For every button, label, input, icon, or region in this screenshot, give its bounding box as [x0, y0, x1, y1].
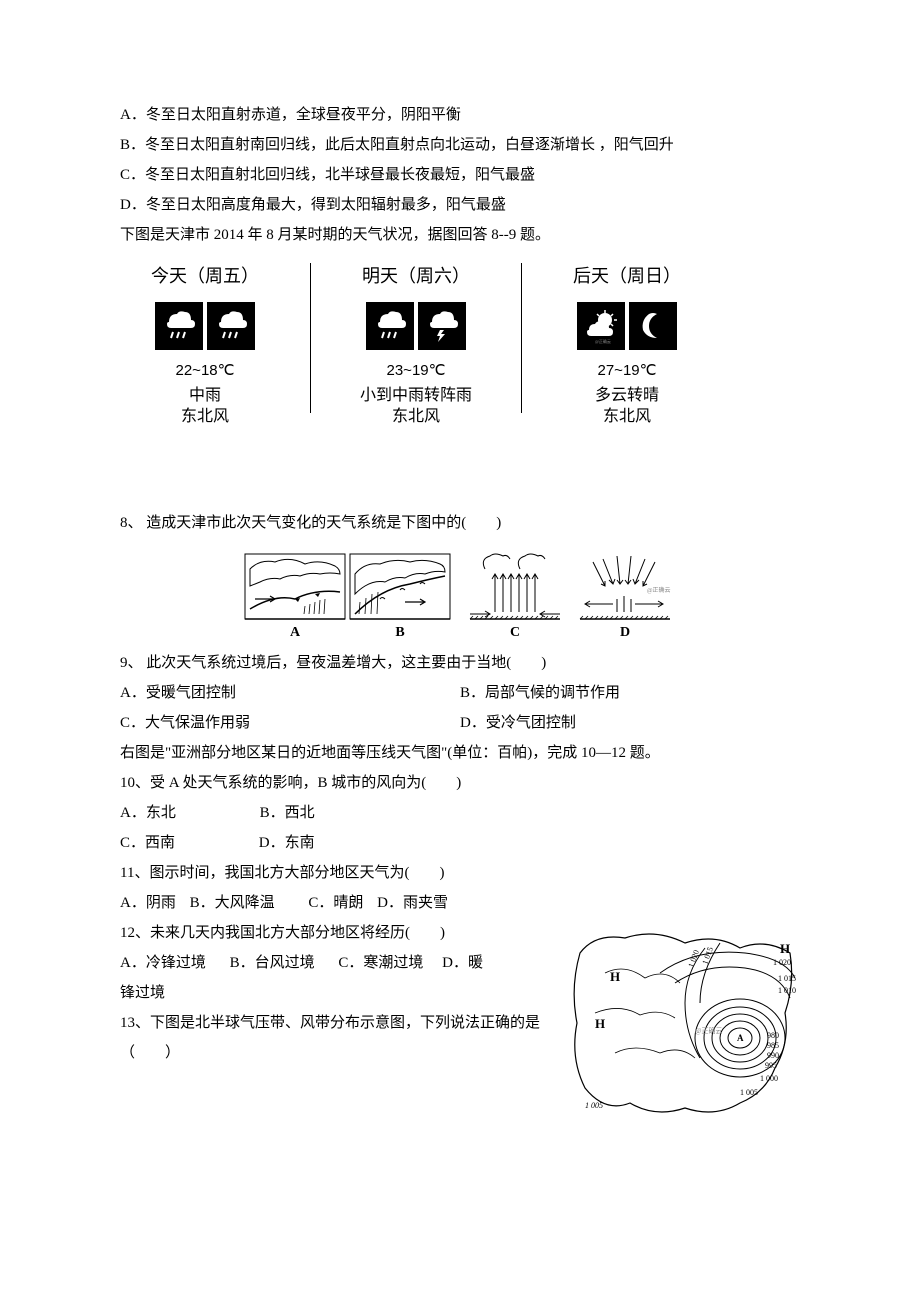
svg-text:1 005: 1 005	[585, 1101, 603, 1110]
svg-text:980: 980	[767, 1031, 779, 1040]
q10-text: 10、受 A 处天气系统的影响，B 城市的风向为( )	[120, 768, 800, 798]
prev-opt-a: A．冬至日太阳直射赤道，全球昼夜平分，阴阳平衡	[120, 100, 800, 130]
weather-card-tomorrow: 明天（周六） 23~19℃ 小到中雨转阵雨 东北风	[341, 258, 491, 428]
weather-forecast: 今天（周五） 22~18℃ 中雨 东北风 明天（周六） 23~19℃ 小到中雨转…	[130, 258, 800, 428]
q12-text: 12、未来几天内我国北方大部分地区将经历( )	[120, 918, 555, 948]
weather-wind: 东北风	[392, 407, 440, 428]
q12-opt-b: B．台风过境	[230, 948, 315, 978]
q10-opt-b: B．西北	[260, 798, 315, 828]
prev-opt-c: C．冬至日太阳直射北回归线，北半球昼最长夜最短，阳气最盛	[120, 160, 800, 190]
svg-text:1 010: 1 010	[778, 986, 796, 995]
svg-text:H: H	[780, 941, 790, 956]
weather-wind: 东北风	[181, 407, 229, 428]
rain-icon	[207, 302, 255, 350]
weather-title: 后天（周日）	[573, 258, 681, 294]
weather-icons	[366, 302, 466, 350]
prev-opt-b: B．冬至日太阳直射南回归线，此后太阳直射点向北运动，白昼逐渐增长 ，阳气回升	[120, 130, 800, 160]
isobar-map: H H H A 980 985 990 995 1 000 1 005	[565, 923, 800, 1123]
weather-wind: 东北风	[603, 407, 651, 428]
svg-text:990: 990	[767, 1051, 779, 1060]
weather-card-today: 今天（周五） 22~18℃ 中雨 东北风	[130, 258, 280, 428]
svg-text:985: 985	[767, 1041, 779, 1050]
svg-text:H: H	[610, 969, 620, 984]
svg-text:A: A	[737, 1033, 744, 1043]
moon-icon	[629, 302, 677, 350]
q8-text: 8、 造成天津市此次天气变化的天气系统是下图中的( )	[120, 508, 800, 538]
weather-desc: 中雨	[189, 386, 221, 407]
q10-opt-a: A．东北	[120, 798, 176, 828]
q9-opt-b: B．局部气候的调节作用	[460, 678, 800, 708]
rain-icon	[366, 302, 414, 350]
weather-desc: 小到中雨转阵雨	[360, 386, 472, 407]
q11-opt-c: C．晴朗	[308, 888, 363, 918]
svg-text:995: 995	[765, 1061, 777, 1070]
svg-text:A: A	[290, 625, 301, 640]
q12-opt-a: A．冷锋过境	[120, 948, 206, 978]
weather-desc: 多云转晴	[595, 386, 659, 407]
figure-intro-1: 下图是天津市 2014 年 8 月某时期的天气状况，据图回答 8--9 题。	[120, 220, 800, 250]
q11-opt-b: B．大风降温	[190, 888, 275, 918]
cloudy-icon: @正确云	[577, 302, 625, 350]
q13-text: 13、下图是北半球气压带、风带分布示意图，下列说法正确的是（ ）	[120, 1008, 555, 1068]
svg-text:@正确云: @正确云	[595, 338, 611, 344]
prev-opt-d: D．冬至日太阳高度角最大，得到太阳辐射最多，阳气最盛	[120, 190, 800, 220]
svg-text:@正确云: @正确云	[695, 1026, 722, 1035]
svg-text:1 005: 1 005	[740, 1088, 758, 1097]
weather-icons: @正确云	[577, 302, 677, 350]
q12-opt-d: D．暖	[442, 948, 483, 978]
svg-text:1 020: 1 020	[773, 958, 791, 967]
q9-opt-c: C．大气保温作用弱	[120, 708, 460, 738]
q10-opt-d: D．东南	[259, 828, 315, 858]
svg-text:B: B	[395, 625, 404, 640]
svg-text:C: C	[510, 625, 520, 640]
q9-text: 9、 此次天气系统过境后，昼夜温差增大，这主要由于当地( )	[120, 648, 800, 678]
weather-system-diagram: A B	[120, 544, 800, 644]
svg-text:H: H	[595, 1016, 605, 1031]
q9-opt-a: A．受暖气团控制	[120, 678, 460, 708]
weather-title: 今天（周五）	[151, 258, 259, 294]
weather-icons	[155, 302, 255, 350]
svg-text:@正确云: @正确云	[647, 586, 671, 594]
figure-intro-2: 右图是"亚洲部分地区某日的近地面等压线天气图"(单位：百帕)，完成 10—12 …	[120, 738, 800, 768]
q10-opt-c: C．西南	[120, 828, 175, 858]
q9-opt-d: D．受冷气团控制	[460, 708, 800, 738]
q11-opt-d: D．雨夹雪	[377, 888, 448, 918]
weather-title: 明天（周六）	[362, 258, 470, 294]
q11-text: 11、图示时间，我国北方大部分地区天气为( )	[120, 858, 800, 888]
weather-temp: 22~18℃	[176, 356, 235, 386]
q12-opt-c: C．寒潮过境	[338, 948, 423, 978]
divider	[310, 263, 311, 413]
divider	[521, 263, 522, 413]
svg-text:1 015: 1 015	[778, 974, 796, 983]
shower-icon	[418, 302, 466, 350]
q11-opt-a: A．阴雨	[120, 888, 176, 918]
rain-icon	[155, 302, 203, 350]
weather-temp: 23~19℃	[387, 356, 446, 386]
svg-text:D: D	[620, 625, 630, 640]
weather-card-dayafter: 后天（周日） @正确云 27~19℃ 多云转晴 东北风	[552, 258, 702, 428]
weather-temp: 27~19℃	[598, 356, 657, 386]
svg-text:1 000: 1 000	[760, 1074, 778, 1083]
q12-opt-d-cont: 锋过境	[120, 978, 555, 1008]
